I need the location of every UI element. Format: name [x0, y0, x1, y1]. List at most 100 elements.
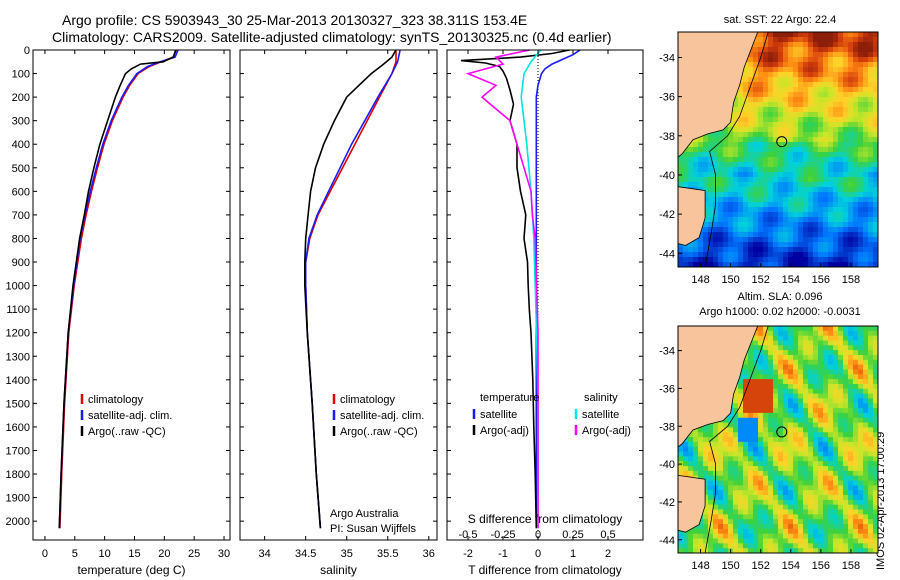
map-cell [853, 202, 859, 208]
map-cell [738, 548, 744, 553]
map-cell [683, 162, 689, 168]
map-cell [803, 519, 809, 525]
map-cell [803, 57, 809, 63]
map-cell [768, 374, 774, 380]
map-cell [803, 182, 809, 188]
map-cell [868, 490, 874, 496]
map-cell [783, 456, 789, 462]
map-cell [738, 107, 744, 113]
map-cell [758, 172, 764, 178]
map-cell [758, 533, 764, 539]
map-cell [848, 369, 854, 375]
map-cell [758, 157, 764, 163]
map-cell [863, 102, 869, 108]
map-cell [708, 157, 714, 163]
map-cell [808, 192, 814, 198]
map-cell [698, 172, 704, 178]
map-cell [753, 499, 759, 506]
map-cell [863, 509, 869, 515]
map-cell [793, 412, 799, 419]
map-cell [853, 514, 859, 520]
map-cell [723, 490, 729, 496]
map-cell [728, 152, 734, 158]
map-cell [768, 187, 774, 193]
map-cell [738, 122, 744, 128]
map-cell [833, 57, 839, 63]
map-cell [718, 538, 724, 544]
map-cell [718, 524, 724, 530]
map-cell [778, 466, 784, 472]
map-cell [828, 422, 834, 428]
map-cell [753, 393, 759, 399]
map-cell [763, 172, 769, 178]
map-cell [813, 157, 819, 163]
map-cell [868, 32, 874, 38]
map-cell [848, 509, 854, 515]
map-cell [818, 504, 824, 510]
map-cell [848, 122, 854, 128]
map-cell [793, 470, 799, 477]
map-cell [873, 403, 878, 409]
map-cell [723, 127, 729, 133]
map-cell [733, 528, 739, 535]
map-cell [873, 398, 878, 404]
map-x-tick-label: 152 [752, 274, 770, 286]
map-cell [833, 412, 839, 419]
map-cell [858, 355, 864, 361]
map-cell [848, 461, 854, 467]
map-cell [743, 182, 749, 188]
map-cell [733, 485, 739, 491]
x-tick-label: 20 [158, 548, 170, 560]
map-cell [768, 162, 774, 168]
y-tick-label: 1300 [6, 351, 30, 363]
map-cell [783, 62, 789, 68]
map-cell [833, 187, 839, 193]
map-cell [788, 485, 794, 491]
map-cell [868, 398, 874, 404]
map-cell [813, 192, 819, 198]
map-cell [808, 262, 814, 267]
map-cell [873, 212, 878, 218]
map-cell [873, 504, 878, 510]
map-cell [868, 262, 874, 267]
map-cell [818, 417, 824, 424]
map-cell [798, 37, 804, 43]
map-cell [723, 495, 729, 501]
map-cell [723, 432, 729, 438]
map-cell [753, 379, 759, 385]
map-cell [843, 182, 849, 188]
map-cell [863, 142, 869, 148]
map-cell [768, 122, 774, 128]
map-cell [873, 82, 878, 88]
map-cell [703, 242, 709, 248]
map-cell [723, 132, 729, 138]
map-cell [818, 242, 824, 248]
map-cell [708, 217, 714, 223]
map-cell [743, 87, 749, 93]
map-cell [763, 47, 769, 53]
map-cell [823, 379, 829, 385]
map-cell [828, 217, 834, 223]
map-cell [853, 177, 859, 183]
map-cell [838, 257, 844, 263]
map-cell [768, 52, 774, 58]
map-cell [838, 480, 844, 486]
map-cell [783, 72, 789, 78]
map-cell [753, 112, 759, 118]
map-cell [768, 485, 774, 491]
map-cell [818, 451, 824, 457]
map-cell [713, 237, 719, 243]
map-cell [758, 162, 764, 168]
map-cell [768, 470, 774, 477]
map-cell [763, 408, 769, 414]
map-cell [788, 330, 794, 337]
map-cell [828, 388, 834, 395]
map-cell [748, 533, 754, 539]
map-cell [738, 147, 744, 153]
map-cell [858, 217, 864, 223]
map-cell [818, 485, 824, 491]
map-cell [828, 97, 834, 103]
map-cell [733, 167, 739, 173]
map-cell [843, 57, 849, 63]
map-cell [868, 441, 874, 448]
